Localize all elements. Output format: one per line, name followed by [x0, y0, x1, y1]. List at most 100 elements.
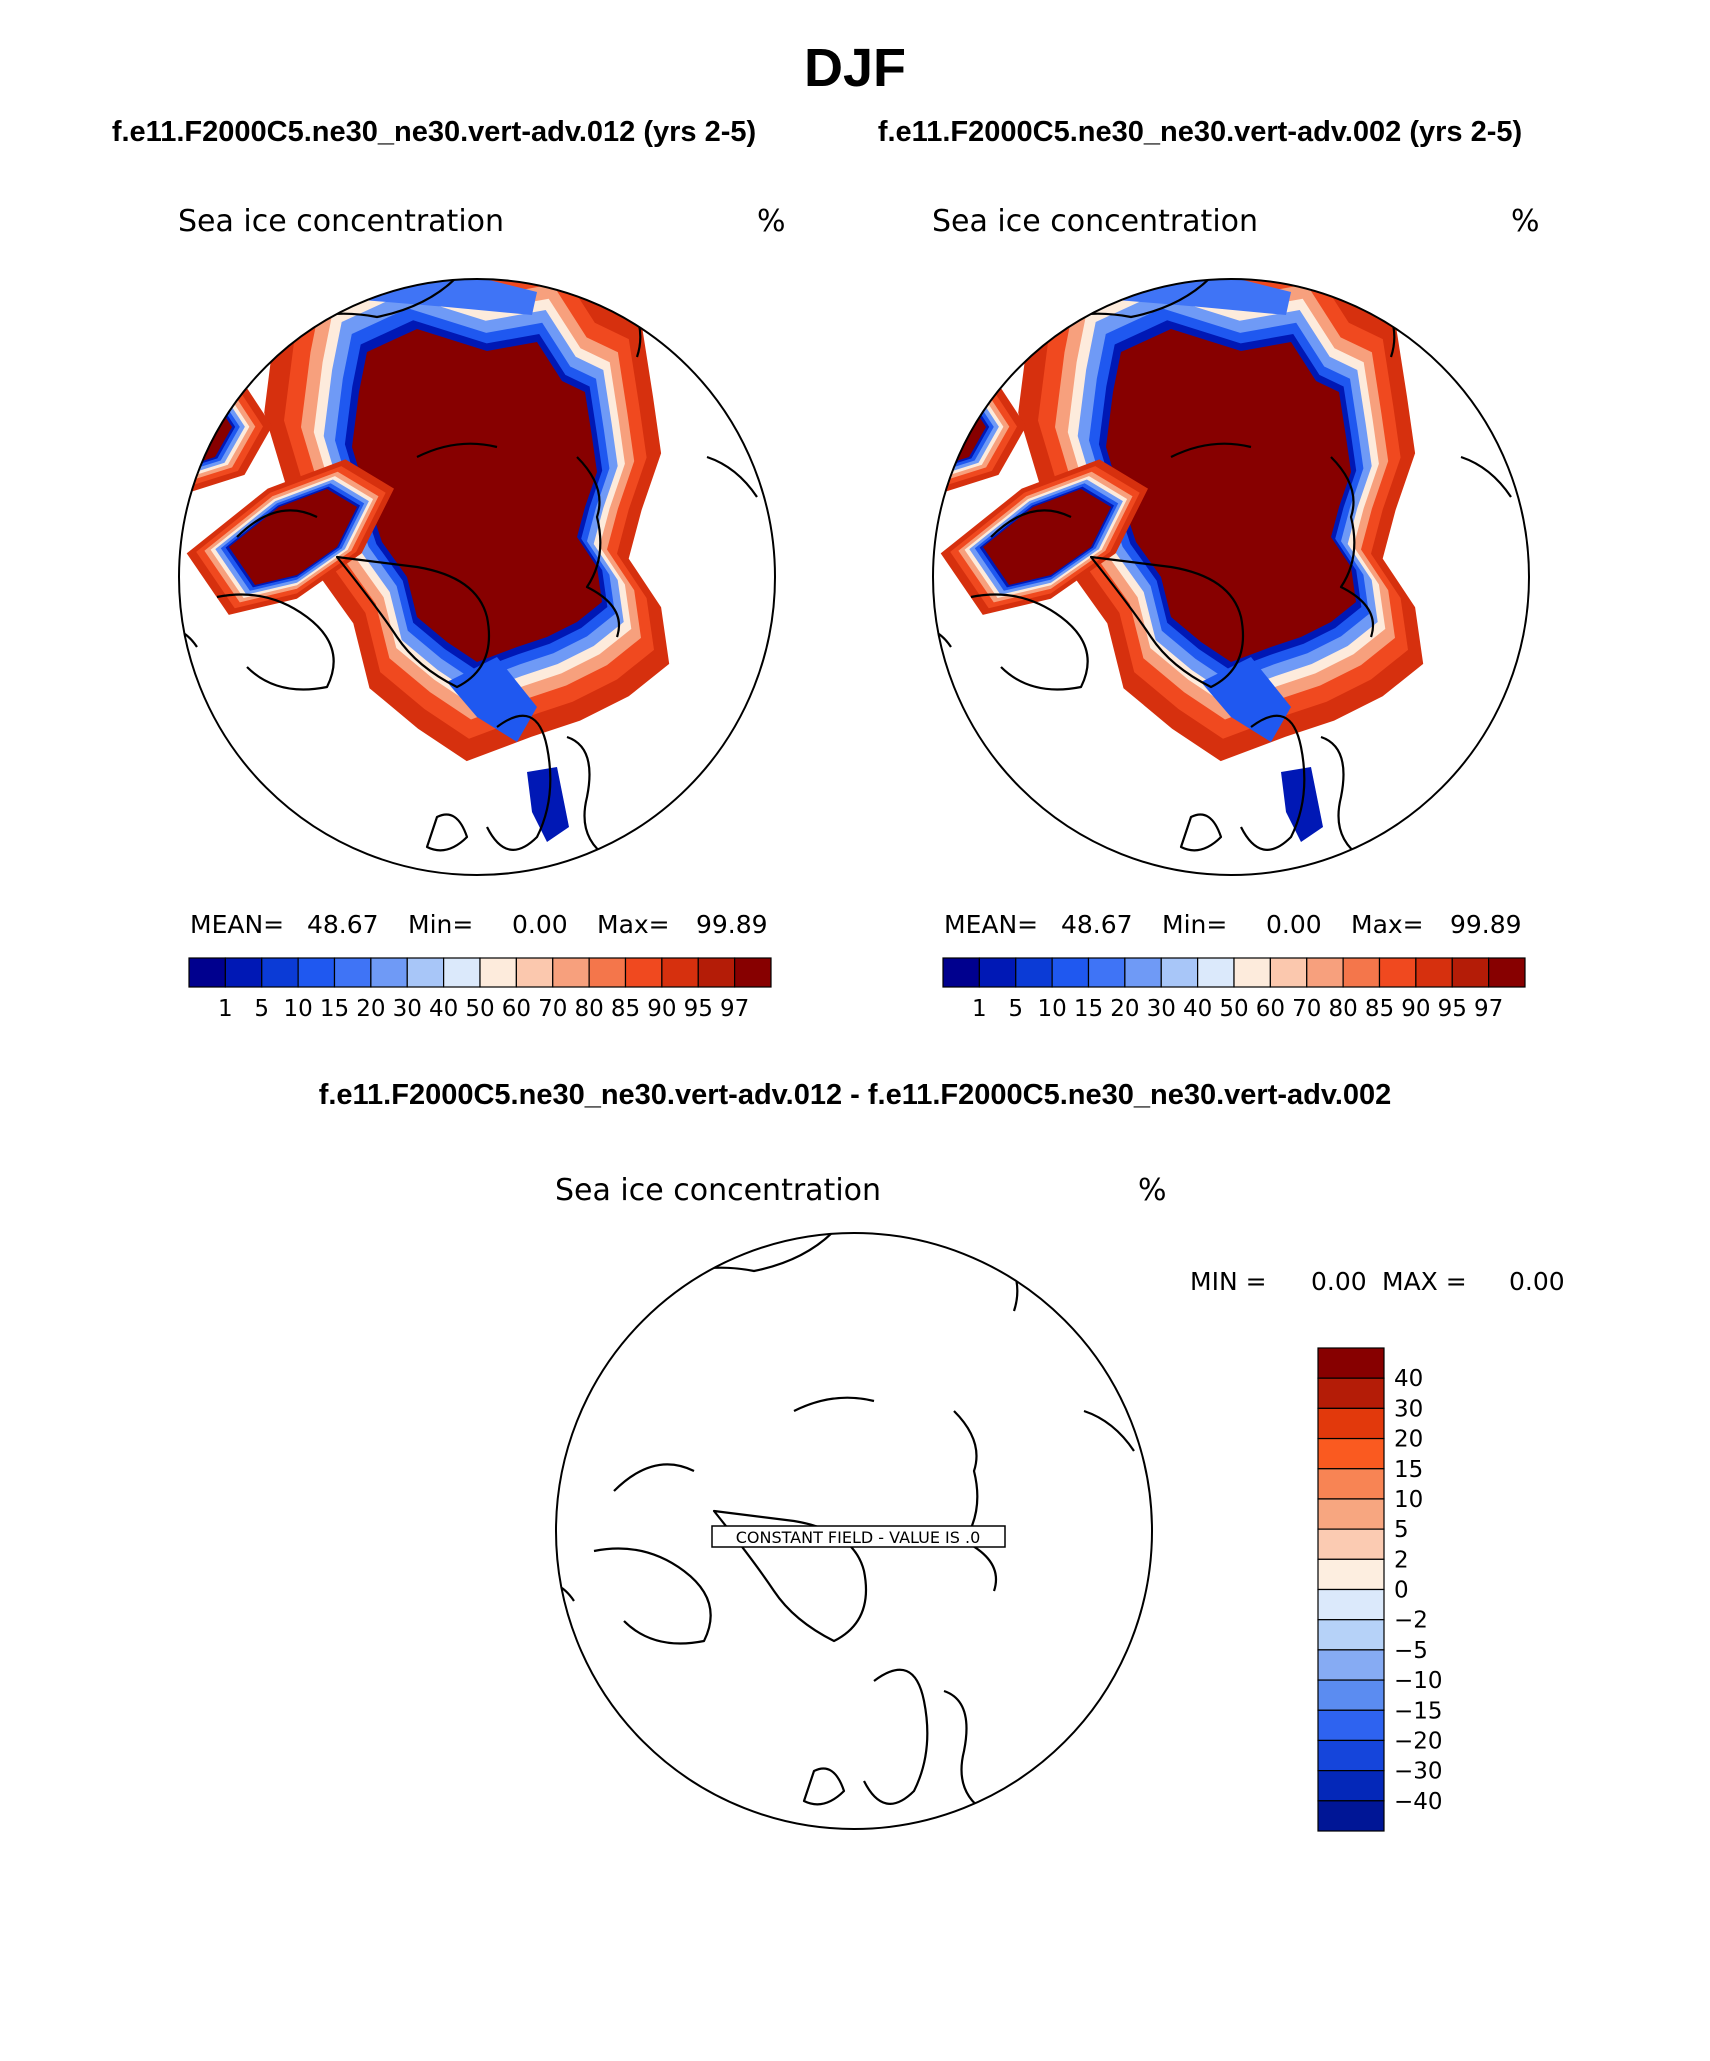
colorbar-b-tick-label: 40: [1183, 996, 1212, 1022]
colorbar-b-tick-label: 15: [1074, 996, 1103, 1022]
colorbar-a-swatch: [370, 957, 408, 988]
colorbar-diff-tick-label: −10: [1394, 1668, 1443, 1694]
colorbar-a-swatch: [261, 957, 299, 988]
colorbar-diff-tick-label: 10: [1394, 1487, 1423, 1513]
colorbar-diff-swatch: [1317, 1437, 1385, 1470]
coastline: [1089, 555, 1245, 689]
colorbar-diff-tick-label: −40: [1394, 1789, 1443, 1815]
colorbar-a-swatch: [188, 957, 226, 988]
diff-max: 0.00: [1509, 1267, 1565, 1296]
coastline: [486, 714, 552, 851]
colorbar-b-swatch: [1087, 957, 1126, 988]
colorbar-diff-tick-label: −30: [1394, 1759, 1443, 1785]
colorbar-a-tick-label: 80: [574, 996, 603, 1022]
colorbar-b-tick-label: 10: [1037, 996, 1066, 1022]
colorbar-b-tick-label: 60: [1256, 996, 1285, 1022]
colorbar-a-tick-label: 5: [254, 996, 269, 1022]
colorbar-a-swatch: [406, 957, 445, 988]
colorbar-b: 1 5 10 15 20 30 40 50 60 70 80 85 90 95 97: [942, 957, 1526, 1022]
colorbar-b-tick-label: 70: [1292, 996, 1321, 1022]
colorbar-diff-tick-label: 5: [1394, 1517, 1409, 1543]
coastline: [556, 1581, 575, 1602]
sea-ice-field-b: [933, 279, 1424, 842]
stats-b-mean: 48.67: [1061, 910, 1133, 939]
diff-min: 0.00: [1311, 1267, 1367, 1296]
colorbar-diff-tick-label: 30: [1394, 1396, 1423, 1422]
colorbar-a: 1 5 10 15 20 30 40 50 60 70 80 85 90 95 97: [188, 957, 772, 1022]
colorbar-diff-tick-label: 40: [1394, 1366, 1423, 1392]
colorbar-b-swatch: [942, 957, 980, 988]
coastline: [1179, 813, 1223, 852]
coastline: [1083, 1409, 1135, 1452]
coastline: [943, 1689, 985, 1812]
constant-field-label: CONSTANT FIELD - VALUE IS .0: [736, 1528, 981, 1547]
diff-variable: Sea ice concentration: [555, 1173, 881, 1208]
ice-contour-band: [933, 370, 994, 474]
coastline: [593, 1463, 712, 1645]
colorbar-a-tick-label: 10: [283, 996, 312, 1022]
ice-core: [229, 489, 357, 585]
colorbar-b-tick-label: 1: [972, 996, 987, 1022]
colorbar-a-swatch: [624, 957, 663, 988]
colorbar-a-tick-label: 70: [538, 996, 567, 1022]
coastline: [863, 1668, 929, 1805]
colorbar-a-swatch: [734, 957, 772, 988]
colorbar-a-swatch: [588, 957, 627, 988]
constant-field-box: CONSTANT FIELD - VALUE IS .0: [711, 1525, 1006, 1548]
colorbar-b-tick-label: 85: [1365, 996, 1394, 1022]
colorbar-b-swatch: [1451, 957, 1490, 988]
colorbar-diff-swatch: [1317, 1679, 1385, 1711]
colorbar-diff-swatch: [1317, 1649, 1385, 1681]
stats-b-max-label: Max=: [1351, 910, 1424, 939]
colorbar-a-tick-label: 1: [218, 996, 233, 1022]
stats-b-min: 0.00: [1266, 910, 1322, 939]
diff-minmax: MIN = 0.00 MAX = 0.00: [1190, 1267, 1565, 1296]
colorbar-diff-tick-label: −2: [1394, 1608, 1428, 1634]
panel-b-variable: Sea ice concentration: [932, 204, 1258, 239]
ice-core: [1106, 329, 1356, 662]
colorbar-b-swatch: [1415, 957, 1453, 988]
colorbar-a-swatch: [697, 957, 736, 988]
stats-a-min: 0.00: [512, 910, 568, 939]
colorbar-a-swatch: [515, 957, 554, 988]
ice-core: [179, 377, 232, 469]
coastline: [335, 555, 491, 689]
ice-core: [352, 329, 602, 662]
sea-ice-field-a: [179, 279, 670, 842]
ice-core: [983, 489, 1111, 585]
polar-map-b: [932, 278, 1530, 876]
case-a-title: f.e11.F2000C5.ne30_ne30.vert-adv.012 (yr…: [112, 116, 756, 148]
colorbar-b-swatch: [1197, 957, 1235, 988]
colorbar-diff-swatch: [1317, 1347, 1385, 1379]
polar-map-a: [178, 278, 776, 876]
colorbar-b-swatch: [1269, 957, 1308, 988]
panel-a-variable: Sea ice concentration: [178, 204, 504, 239]
colorbar-a-tick-label: 95: [684, 996, 713, 1022]
colorbar-b-tick-label: 50: [1219, 996, 1248, 1022]
stats-a-max: 99.89: [696, 910, 768, 939]
colorbar-b-tick-label: 80: [1328, 996, 1357, 1022]
colorbar-a-tick-label: 50: [465, 996, 494, 1022]
diff-title: f.e11.F2000C5.ne30_ne30.vert-adv.012 - f…: [319, 1079, 1392, 1111]
colorbar-diff-tick-label: −20: [1394, 1728, 1443, 1754]
coastline: [425, 813, 469, 852]
ice-contour-band: [179, 370, 240, 474]
colorbar-a-swatch: [443, 957, 481, 988]
panel-case-a: Sea ice concentration % MEAN= 48.67 Min=…: [178, 204, 786, 1022]
panel-b-units: %: [1511, 204, 1540, 239]
colorbar-diff-swatch: [1317, 1800, 1385, 1832]
ice-core: [933, 377, 986, 469]
stats-b-min-label: Min=: [1162, 910, 1227, 939]
panel-case-b: Sea ice concentration % MEAN= 48.67 Min=…: [932, 204, 1540, 1022]
colorbar-b-swatch: [1306, 957, 1344, 988]
colorbar-diff-swatch: [1317, 1407, 1385, 1440]
colorbar-a-tick-label: 30: [393, 996, 422, 1022]
colorbar-a-tick-label: 97: [720, 996, 749, 1022]
stats-a: MEAN= 48.67 Min= 0.00 Max= 99.89: [190, 910, 768, 939]
colorbar-b-swatch: [1488, 957, 1526, 988]
stats-a-mean-label: MEAN=: [190, 910, 284, 939]
colorbar-a-tick-label: 20: [356, 996, 385, 1022]
coastline: [179, 627, 198, 648]
coastline: [970, 509, 1089, 691]
